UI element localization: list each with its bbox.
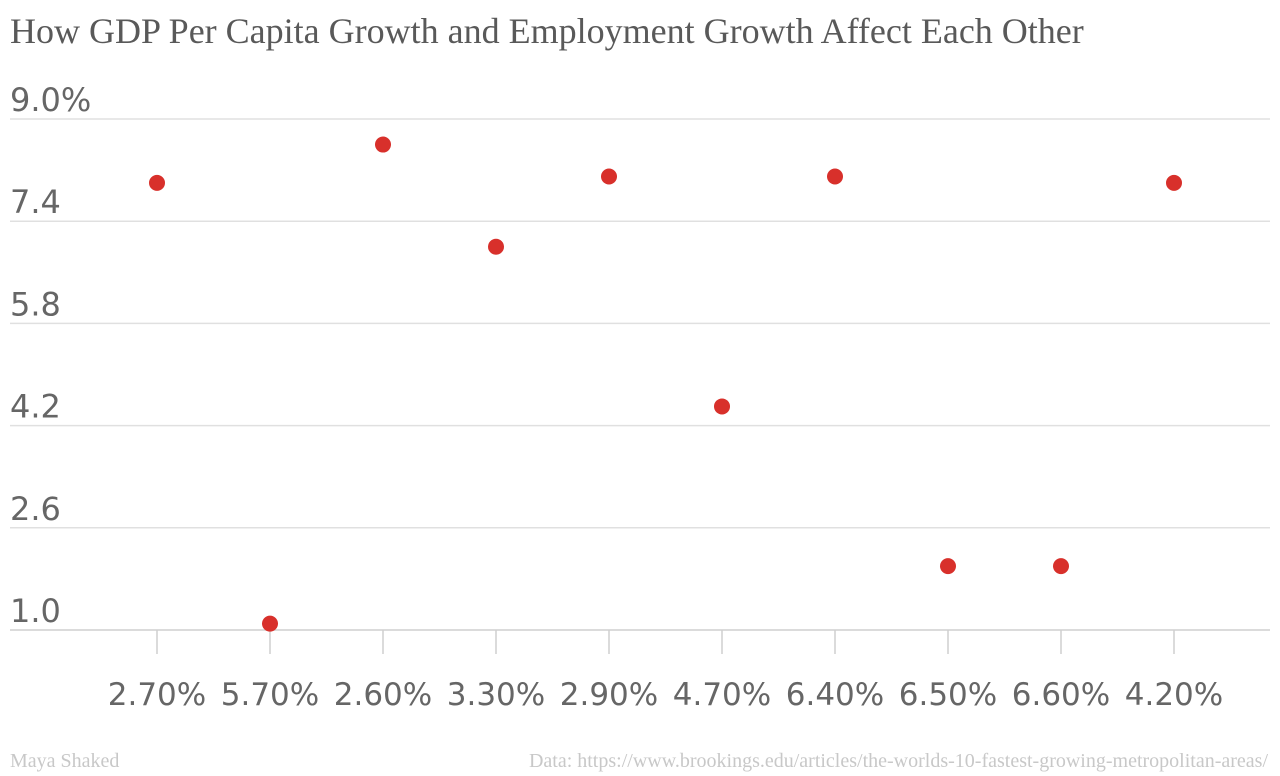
data-point [375, 136, 391, 153]
x-tick-label: 2.60% [334, 677, 432, 713]
y-axis-tick-labels: 1.0 2.6 4.2 5.8 7.4 9.0% [10, 81, 91, 630]
y-tick-label: 4.2 [10, 388, 61, 426]
y-tick-label: 5.8 [10, 285, 61, 323]
footer-source: Data: https://www.brookings.edu/articles… [528, 750, 1268, 772]
data-point [262, 615, 278, 632]
y-tick-label: 1.0 [10, 592, 61, 630]
x-tick-label: 4.20% [1125, 677, 1223, 713]
x-tick-label: 3.30% [447, 677, 545, 713]
x-tick-label: 6.60% [1012, 677, 1110, 713]
x-tick-label: 5.70% [221, 677, 319, 713]
footer-author: Maya Shaked [10, 750, 120, 772]
x-tick-label: 6.50% [899, 677, 997, 713]
x-tick-label: 2.90% [560, 677, 658, 713]
data-point [940, 558, 956, 575]
x-axis-tick-labels: 2.70% 5.70% 2.60% 3.30% 2.90% 4.70% 6.40% 6.50%… [108, 677, 1223, 713]
data-point [1053, 558, 1069, 575]
data-point [1166, 174, 1182, 191]
data-point [714, 398, 730, 415]
x-tick-label: 4.70% [673, 677, 771, 713]
gridlines [10, 118, 1270, 631]
data-points [149, 136, 1182, 632]
data-point [149, 174, 165, 191]
x-tick-label: 2.70% [108, 677, 206, 713]
y-tick-label: 2.6 [10, 490, 61, 528]
y-tick-label: 9.0% [10, 81, 91, 119]
data-point [601, 168, 617, 185]
data-point [488, 238, 504, 255]
y-tick-label: 7.4 [10, 183, 61, 221]
x-tick-label: 6.40% [786, 677, 884, 713]
data-point [827, 168, 843, 185]
chart-title: How GDP Per Capita Growth and Employment… [10, 11, 1084, 51]
x-axis-ticks [156, 630, 1175, 654]
